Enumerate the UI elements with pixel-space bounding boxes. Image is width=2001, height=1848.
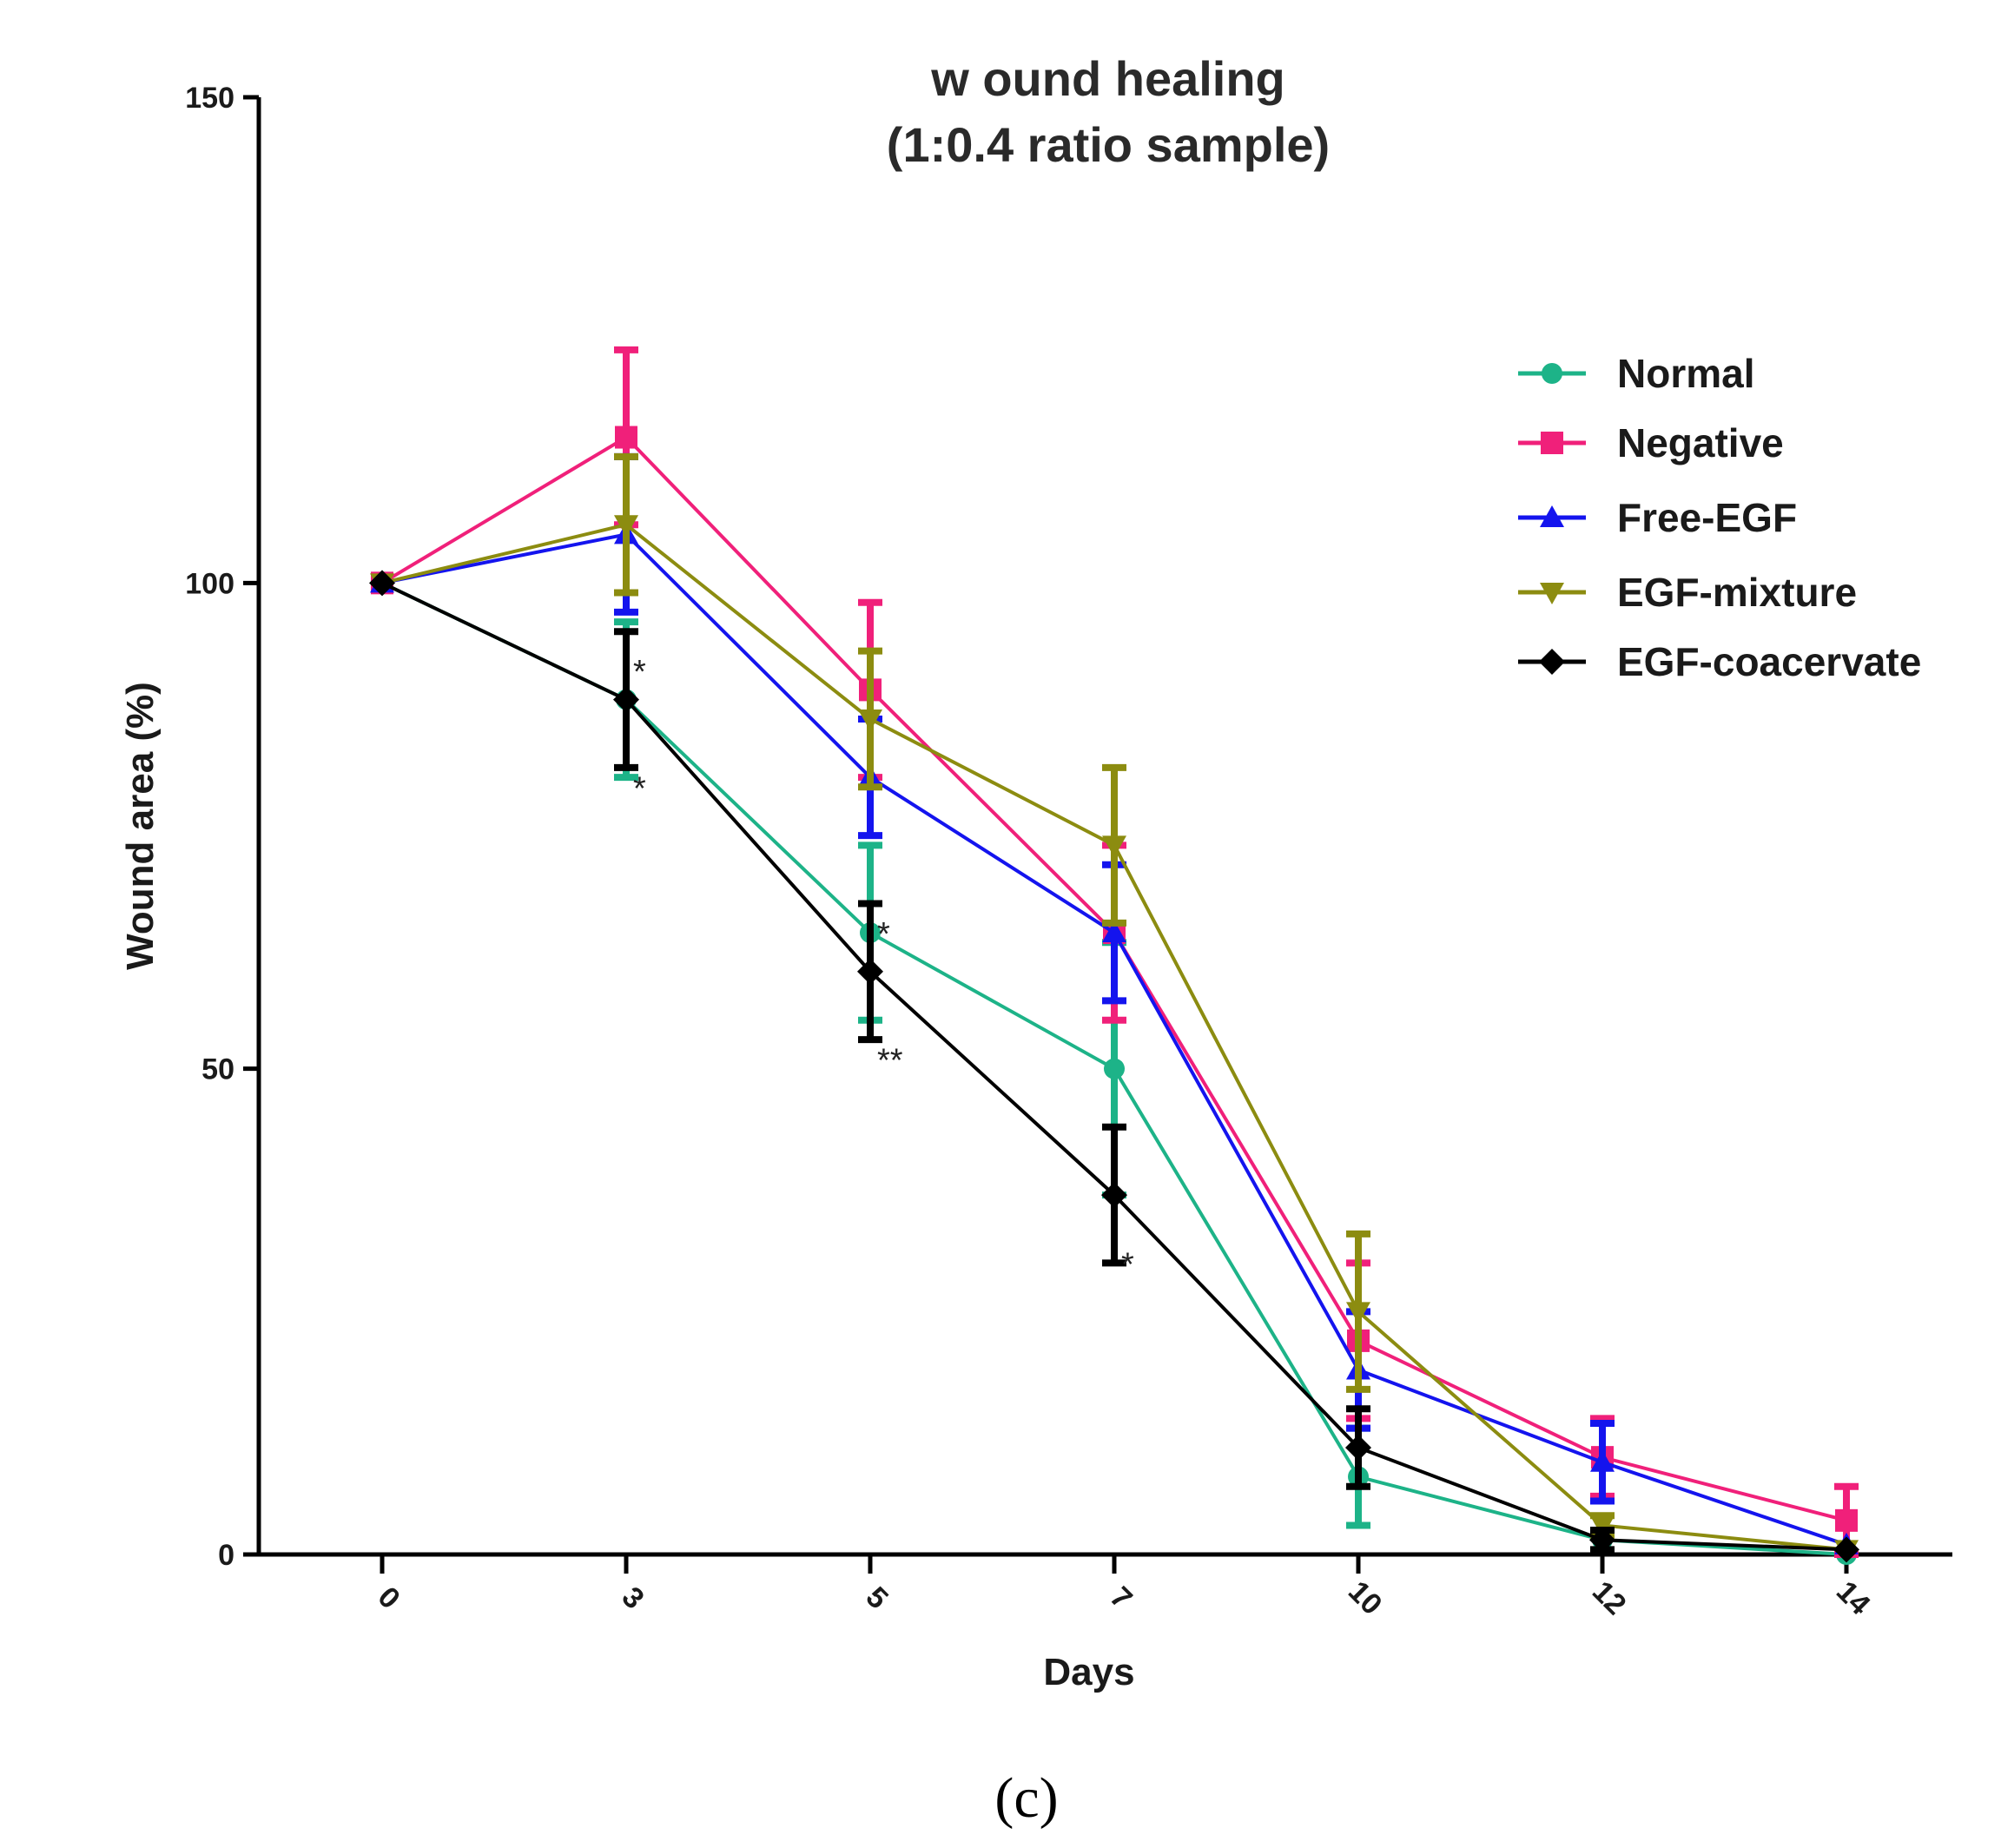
series-normal [372,572,1857,1565]
legend-label: Negative [1617,420,1784,465]
legend-marker [1540,505,1564,527]
y-axis-label: Wound area (%) [119,682,162,970]
axes [256,97,1952,1557]
legend-label: EGF-mixture [1617,570,1857,615]
x-tick-label: 5 [860,1581,895,1615]
x-tick-label: 0 [372,1581,406,1615]
data-point [1590,1515,1615,1538]
data-point [858,709,882,731]
chart-title-line1: w ound healing [930,51,1285,106]
legend-label: Free-EGF [1617,495,1797,540]
data-point [857,958,883,985]
series-egf-coacervate [369,570,1859,1563]
y-tick-label: 100 [185,567,234,600]
x-tick-label: 10 [1342,1574,1389,1621]
series-layer [369,346,1859,1565]
x-ticks: 0 3 5 7 10 12 14 [372,1554,1877,1621]
significance-marker: * [1121,1246,1134,1283]
data-point [1345,1434,1371,1461]
significance-marker: * [633,654,646,690]
data-point [1101,1182,1127,1209]
data-point [369,570,395,597]
significance-marker: * [633,770,646,807]
data-point [1104,1058,1125,1079]
y-ticks: 0 50 100 150 [185,82,259,1572]
y-tick-label: 150 [185,82,234,115]
data-point [1833,1536,1859,1563]
legend-item-free-egf: Free-EGF [1518,495,1797,540]
data-point [613,686,639,713]
data-point [615,426,637,449]
legend: Normal Negative Free-EGF EGF-mixture EGF-coa… [1518,351,1921,684]
legend-label: EGF-coacervate [1617,639,1921,684]
legend-marker [1539,649,1565,675]
significance-marker: ** [877,1042,903,1079]
legend-label: Normal [1617,351,1754,396]
data-point [1589,1527,1615,1554]
legend-item-egf-coacervate: EGF-coacervate [1518,639,1921,684]
significance-marker: * [877,916,890,953]
legend-marker [1541,432,1563,454]
legend-marker [1542,363,1562,384]
data-point [1346,1302,1370,1324]
y-tick-label: 0 [218,1539,234,1572]
x-axis-label: Days [1043,1651,1134,1693]
data-point [1102,921,1126,943]
legend-item-negative: Negative [1518,420,1784,465]
legend-marker [1540,583,1564,604]
data-point [1590,1449,1615,1472]
chart-title-line2: (1:0.4 ratio sample) [887,117,1330,172]
x-tick-label: 3 [616,1581,650,1615]
legend-item-normal: Normal [1518,351,1754,396]
x-tick-label: 7 [1104,1581,1139,1615]
data-point [614,515,638,538]
x-tick-label: 14 [1830,1574,1877,1621]
figure-caption: (c) [994,1766,1058,1830]
legend-item-egf-mixture: EGF-mixture [1518,570,1857,615]
data-point [1835,1508,1858,1532]
x-tick-label: 12 [1586,1574,1633,1621]
annotation-layer: ****** [633,654,1134,1283]
data-point [1102,835,1126,858]
y-tick-label: 50 [201,1053,234,1086]
